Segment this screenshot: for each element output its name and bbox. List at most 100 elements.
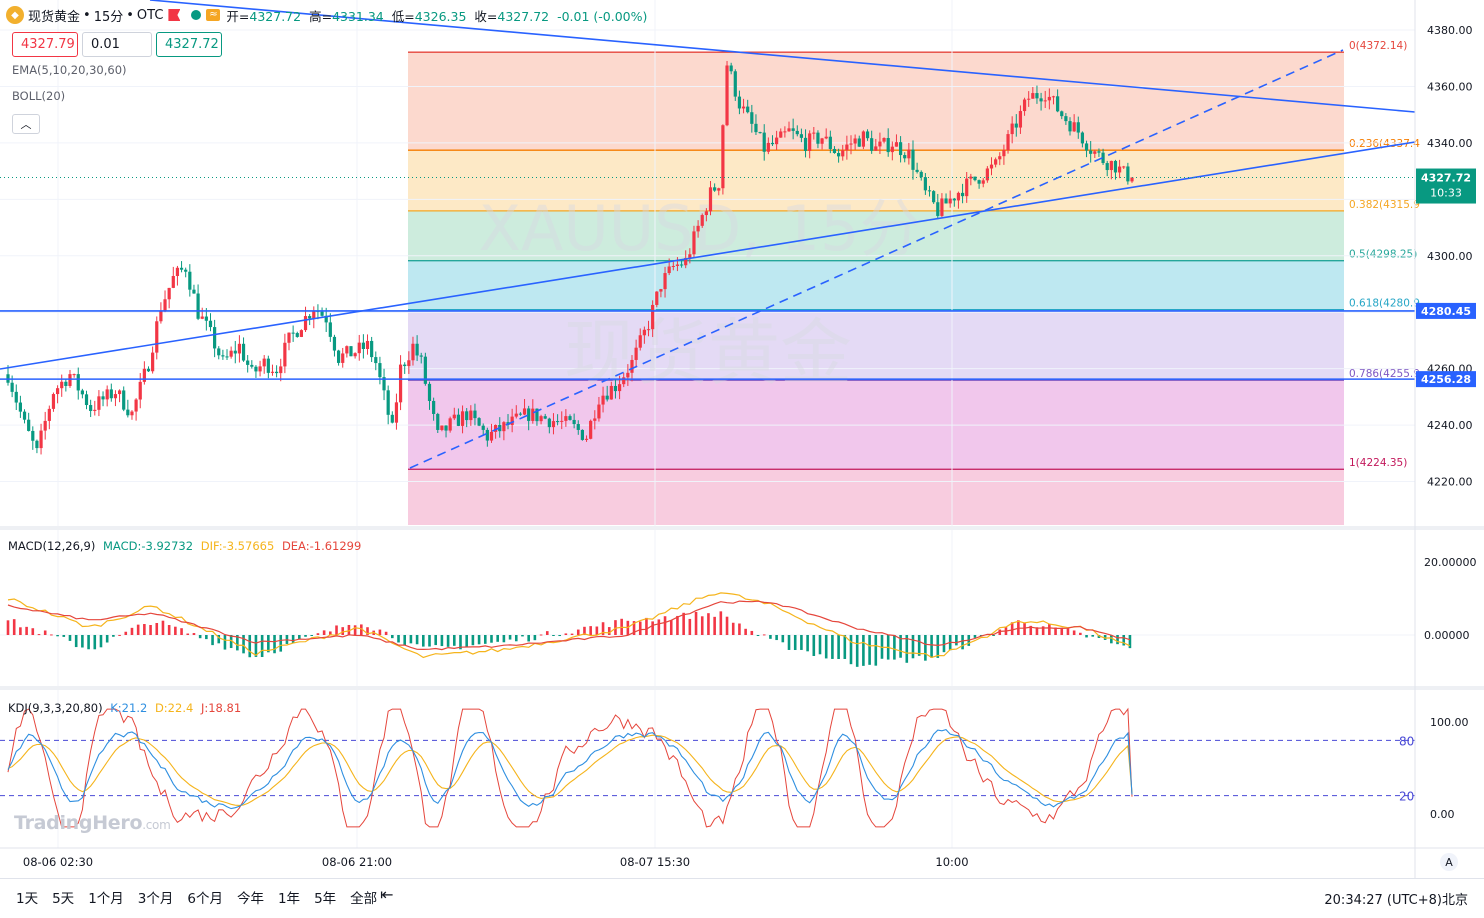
candle-body[interactable] [130,411,134,416]
timeframe-button[interactable]: 1年 [277,891,301,907]
candle-body[interactable] [886,138,890,153]
timeframe-button[interactable]: 全部 [350,891,378,907]
candle-body[interactable] [374,357,378,364]
candle-body[interactable] [394,402,399,423]
candle-body[interactable] [1080,132,1085,144]
candle-body[interactable] [117,390,122,395]
candle-body[interactable] [448,418,452,431]
timeframe-button[interactable]: 5天 [52,891,75,907]
price-axis[interactable]: 20.00000 0.00000 100.00 0.00 80 20 4380.00 4360… [0,0,1484,878]
candle-body[interactable] [151,352,155,372]
candle-body[interactable] [494,424,498,432]
candle-body[interactable] [510,416,514,426]
candle-body[interactable] [787,128,791,132]
candle-body[interactable] [473,410,477,419]
candle-body[interactable] [556,421,560,423]
candle-body[interactable] [1122,166,1126,168]
candle-body[interactable] [460,411,465,426]
candle-body[interactable] [18,402,22,412]
candle-body[interactable] [874,146,878,151]
candle-body[interactable] [894,142,899,147]
candle-body[interactable] [919,171,923,178]
candle-body[interactable] [956,192,961,201]
clock[interactable]: 20:34:27 (UTC+8)北京 [1324,893,1468,908]
candle-body[interactable] [213,327,217,349]
candle-body[interactable] [593,418,597,421]
candle-body[interactable] [155,321,159,353]
candle-body[interactable] [427,383,432,401]
candle-body[interactable] [109,389,113,399]
candle-body[interactable] [1031,93,1035,99]
candle-body[interactable] [750,112,754,124]
symbol-name[interactable]: 现货黄金 [28,9,81,25]
candle-body[interactable] [76,374,80,391]
macd-dea-line[interactable] [7,600,1131,651]
candle-body[interactable] [849,143,853,145]
candle-body[interactable] [684,257,688,266]
candle-body[interactable] [1093,151,1097,154]
candle-body[interactable] [1035,93,1039,99]
candle-body[interactable] [159,310,163,322]
candle-body[interactable] [1130,177,1134,182]
candle-body[interactable] [613,385,618,392]
candle-body[interactable] [179,267,184,270]
candle-body[interactable] [403,364,407,367]
candle-body[interactable] [1076,122,1080,133]
candle-body[interactable] [370,340,374,358]
pane-separator[interactable] [0,686,1484,690]
candle-body[interactable] [580,429,584,440]
candle-body[interactable] [89,405,93,411]
candle-body[interactable] [1105,163,1109,171]
candle-body[interactable] [287,332,291,343]
candle-body[interactable] [898,142,903,156]
candle-body[interactable] [47,408,51,421]
candle-body[interactable] [93,409,97,411]
candle-body[interactable] [733,71,737,97]
candle-body[interactable] [295,333,299,337]
candle-body[interactable] [808,133,812,151]
candle-body[interactable] [22,411,27,420]
candle-body[interactable] [415,343,419,356]
candle-body[interactable] [353,353,357,357]
dashed-trend-line[interactable] [409,49,1344,469]
horizontal-line-tag[interactable] [1416,371,1476,388]
candle-body[interactable] [791,128,795,131]
candle-body[interactable] [940,198,944,216]
candle-body[interactable] [977,180,981,184]
candle-body[interactable] [948,198,952,204]
candle-body[interactable] [208,320,213,328]
candle-body[interactable] [485,429,489,441]
candle-body[interactable] [469,410,473,421]
candle-body[interactable] [101,396,105,400]
candle-body[interactable] [675,264,680,266]
candle-body[interactable] [543,416,547,419]
candle-body[interactable] [576,424,580,430]
candle-body[interactable] [452,414,456,419]
trend-lines[interactable] [0,0,1416,469]
candle-body[interactable] [423,356,427,384]
candle-body[interactable] [659,289,663,292]
candle-body[interactable] [531,408,535,421]
candle-body[interactable] [634,347,638,360]
candle-body[interactable] [708,187,713,212]
candle-body[interactable] [31,430,35,441]
candle-body[interactable] [167,287,171,300]
candle-body[interactable] [969,176,973,179]
candle-body[interactable] [911,149,915,170]
candle-body[interactable] [907,149,911,159]
candle-body[interactable] [651,304,655,330]
candle-body[interactable] [960,192,965,197]
candle-body[interactable] [779,131,783,138]
candle-body[interactable] [1006,134,1010,151]
kdj-pane[interactable] [0,707,1415,828]
candle-body[interactable] [126,409,130,416]
candle-body[interactable] [994,159,998,165]
candle-body[interactable] [783,131,787,133]
candle-body[interactable] [857,138,861,147]
candle-body[interactable] [927,190,932,192]
candle-body[interactable] [419,355,423,357]
candle-body[interactable] [349,346,353,357]
candle-body[interactable] [671,265,675,267]
candle-body[interactable] [440,425,444,430]
interval[interactable]: 15分 [93,9,124,25]
